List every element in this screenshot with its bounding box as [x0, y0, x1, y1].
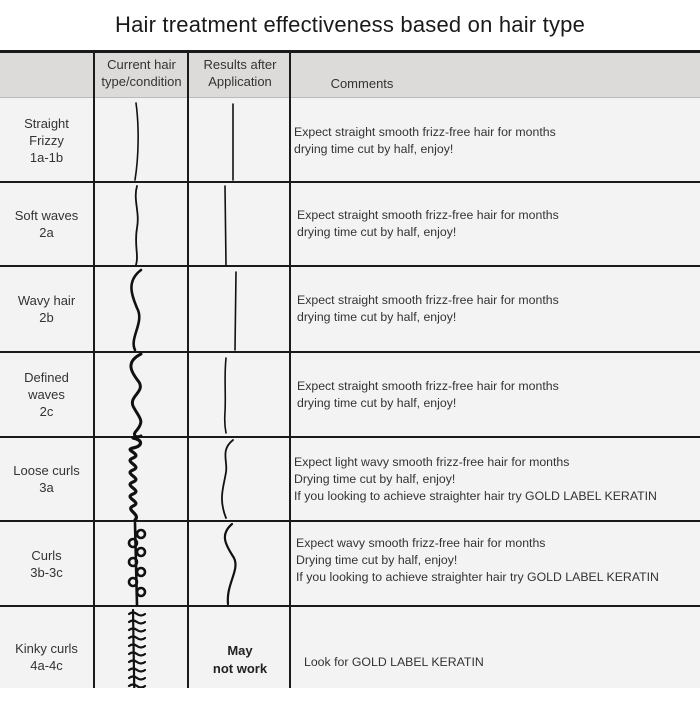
- comment-line: drying time cut by half, enjoy!: [297, 310, 457, 324]
- grid-line-row2: [0, 265, 700, 267]
- row-label-text: 4a-4c: [30, 658, 63, 673]
- row-label-text: Kinky curls: [15, 641, 78, 656]
- row-label-text: 2c: [39, 404, 54, 419]
- grid-line-col1: [93, 50, 95, 688]
- may-not-work-line2: not work: [212, 661, 268, 676]
- comment-line: drying time cut by half, enjoy!: [297, 225, 457, 239]
- row-label-kinky-curls: Kinky curls 4a-4c: [0, 607, 93, 707]
- comment-row6: Expect wavy smooth frizz-free hair for m…: [296, 522, 700, 598]
- row-label-text: Frizzy: [29, 133, 64, 148]
- grid-line-row5: [0, 520, 700, 522]
- row-label-text: 2a: [39, 225, 54, 240]
- row-label-wavy-hair: Wavy hair 2b: [0, 267, 93, 351]
- may-not-work-text: May not work: [190, 642, 290, 678]
- chart-title: Hair treatment effectiveness based on ha…: [114, 12, 586, 37]
- row-label-text: Soft waves: [14, 208, 79, 223]
- comment-line: Expect straight smooth frizz-free hair f…: [294, 124, 556, 139]
- comment-line: Expect straight smooth frizz-free hair f…: [297, 208, 559, 222]
- row-label-soft-waves: Soft waves 2a: [0, 183, 93, 265]
- table-header: [0, 50, 700, 98]
- comment-row5: Expect light wavy smooth frizz-free hair…: [294, 438, 700, 520]
- row-label-defined-waves: Defined waves 2c: [0, 353, 93, 436]
- comment-line: Drying time cut by half, enjoy!: [296, 552, 458, 567]
- row-label-text: Defined: [24, 370, 69, 385]
- grid-line-row1: [0, 181, 700, 183]
- comment-line: Drying time cut by half, enjoy!: [294, 471, 456, 486]
- comment-line: Expect straight smooth frizz-free hair f…: [297, 293, 559, 307]
- comment-row1: Expect straight smooth frizz-free hair f…: [294, 100, 700, 181]
- header-current-hair-line1: Current hair: [107, 57, 176, 72]
- header-results-after: Results after Application: [190, 56, 290, 90]
- header-results-line1: Results after: [203, 57, 277, 72]
- row-label-text: waves: [28, 387, 65, 402]
- comment-row2: Expect straight smooth frizz-free hair f…: [297, 183, 700, 265]
- comment-row3: Expect straight smooth frizz-free hair f…: [297, 267, 700, 351]
- header-comments: Comments: [330, 76, 394, 91]
- row-label-text: Curls: [31, 547, 62, 563]
- comment-line: If you looking to achieve straighter hai…: [296, 569, 659, 584]
- row-label-text: Loose curls: [13, 463, 80, 478]
- row-label-text: 3a: [39, 480, 54, 495]
- hair-strand-before-icons: [127, 102, 147, 688]
- grid-line-row4: [0, 436, 700, 438]
- comment-line: Look for GOLD LABEL KERATIN: [304, 654, 484, 669]
- header-results-line2: Application: [208, 74, 272, 89]
- comment-line: Expect straight smooth frizz-free hair f…: [297, 378, 559, 393]
- row-label-text: Straight: [24, 116, 69, 131]
- grid-line-row3: [0, 351, 700, 353]
- row-label-text: 3b-3c: [30, 564, 63, 580]
- comment-line: drying time cut by half, enjoy!: [294, 141, 454, 156]
- comment-row7: Look for GOLD LABEL KERATIN: [304, 640, 700, 684]
- row-label-loose-curls: Loose curls 3a: [0, 438, 93, 520]
- header-current-hair: Current hair type/condition: [95, 56, 188, 90]
- header-current-hair-line2: type/condition: [101, 74, 182, 89]
- hair-type-table: Current hair type/condition Results afte…: [0, 50, 700, 688]
- row-label-text: 1a-1b: [29, 150, 64, 165]
- row-label-text: Wavy hair: [17, 293, 76, 308]
- comment-line: Expect wavy smooth frizz-free hair for m…: [296, 535, 546, 550]
- grid-line-header: [0, 97, 700, 98]
- comment-line: Expect light wavy smooth frizz-free hair…: [294, 454, 570, 469]
- row-label-curls: Curls 3b-3c: [0, 522, 93, 605]
- comment-line: If you looking to achieve straighter hai…: [294, 488, 657, 503]
- comment-row4: Expect straight smooth frizz-free hair f…: [297, 353, 700, 436]
- row-label-straight: Straight Frizzy 1a-1b: [0, 100, 93, 181]
- grid-line-top: [0, 50, 700, 53]
- hair-strand-after-icons: [221, 103, 237, 606]
- row-label-text: 2b: [39, 310, 54, 325]
- grid-line-row6: [0, 605, 700, 607]
- grid-line-col2: [187, 50, 189, 688]
- comment-line: drying time cut by half, enjoy!: [297, 395, 457, 410]
- grid-line-col3: [289, 50, 291, 688]
- may-not-work-line1: May: [227, 643, 253, 658]
